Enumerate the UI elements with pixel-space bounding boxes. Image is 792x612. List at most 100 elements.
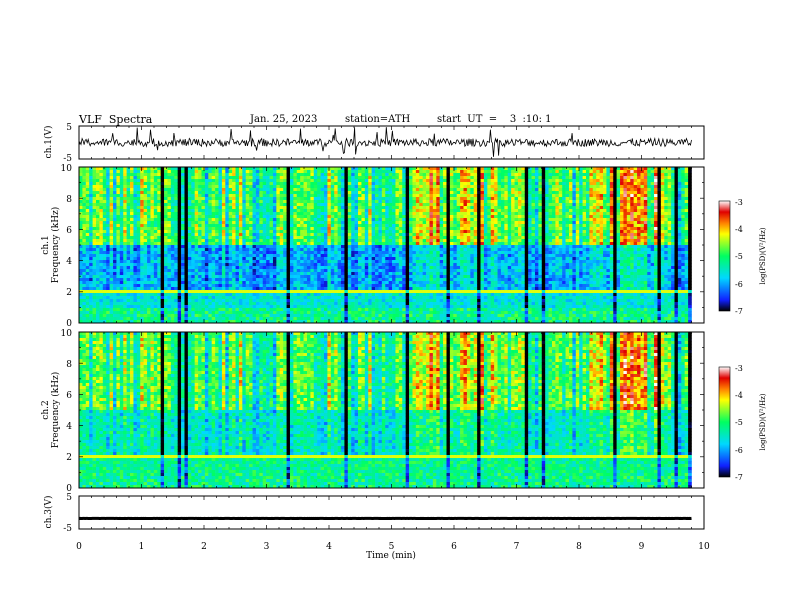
heatmap-cell xyxy=(92,209,97,213)
heatmap-cell xyxy=(140,299,144,303)
heatmap-cell xyxy=(354,314,359,318)
heatmap-cell xyxy=(150,236,155,240)
heatmap-cell xyxy=(375,236,379,240)
heatmap-cell xyxy=(113,233,117,237)
heatmap-cell xyxy=(289,194,294,198)
heatmap-cell xyxy=(109,173,114,177)
heatmap-cell xyxy=(344,284,349,288)
heatmap-cell xyxy=(211,293,216,297)
heatmap-cell xyxy=(204,314,209,318)
heatmap-cell xyxy=(92,290,97,294)
heatmap-cell xyxy=(102,260,107,264)
heatmap-cell xyxy=(82,194,87,198)
heatmap-cell xyxy=(140,296,144,300)
heatmap-cell xyxy=(215,296,219,300)
heatmap-cell xyxy=(361,182,366,186)
heatmap-cell xyxy=(208,200,213,204)
heatmap-cell xyxy=(361,278,366,282)
heatmap-cell xyxy=(317,200,321,204)
heatmap-cell xyxy=(368,173,372,177)
heatmap-cell xyxy=(140,170,144,174)
heatmap-cell xyxy=(191,179,195,183)
heatmap-cell xyxy=(235,227,240,231)
heatmap-cell xyxy=(147,170,151,174)
heatmap-cell xyxy=(306,314,311,318)
heatmap-cell xyxy=(106,305,110,309)
heatmap-cell xyxy=(392,254,396,258)
heatmap-cell xyxy=(191,278,195,282)
heatmap-cell xyxy=(191,251,195,255)
heatmap-cell xyxy=(306,260,311,264)
heatmap-cell xyxy=(358,311,362,315)
heatmap-cell xyxy=(402,236,406,240)
heatmap-cell xyxy=(109,251,114,255)
heatmap-cell xyxy=(300,293,304,297)
heatmap-cell xyxy=(269,290,274,294)
heatmap-cell xyxy=(225,209,230,213)
heatmap-cell xyxy=(211,305,216,309)
heatmap-cell xyxy=(378,314,383,318)
heatmap-cell xyxy=(272,197,277,201)
heatmap-cell xyxy=(375,296,379,300)
heatmap-cell xyxy=(109,224,114,228)
heatmap-cell xyxy=(330,293,335,297)
heatmap-cell xyxy=(232,284,236,288)
heatmap-cell xyxy=(361,224,366,228)
heatmap-cell xyxy=(293,215,298,219)
heatmap-cell xyxy=(96,221,100,225)
heatmap-cell xyxy=(109,248,114,252)
heatmap-cell xyxy=(361,299,366,303)
heatmap-cell xyxy=(99,212,104,216)
heatmap-cell xyxy=(221,278,226,282)
heatmap-cell xyxy=(123,200,127,204)
heatmap-cell xyxy=(184,266,189,270)
heatmap-cell xyxy=(109,281,114,285)
heatmap-cell xyxy=(177,173,182,177)
heatmap-cell xyxy=(310,278,315,282)
heatmap-cell xyxy=(208,242,213,246)
heatmap-cell xyxy=(157,173,161,177)
heatmap-cell xyxy=(320,302,325,306)
heatmap-cell xyxy=(130,248,134,252)
heatmap-cell xyxy=(306,233,311,237)
heatmap-cell xyxy=(140,197,144,201)
heatmap-cell xyxy=(143,194,148,198)
heatmap-cell xyxy=(344,308,349,312)
heatmap-cell xyxy=(279,221,284,225)
heatmap-cell xyxy=(317,173,321,177)
heatmap-cell xyxy=(191,167,195,171)
heatmap-cell xyxy=(170,206,175,210)
heatmap-cell xyxy=(82,266,87,270)
heatmap-cell xyxy=(147,296,151,300)
heatmap-cell xyxy=(198,236,202,240)
heatmap-cell xyxy=(259,206,264,210)
heatmap-cell xyxy=(378,191,383,195)
heatmap-cell xyxy=(303,224,308,228)
heatmap-cell xyxy=(361,266,366,270)
heatmap-cell xyxy=(181,185,185,189)
heatmap-cell xyxy=(306,185,311,189)
heatmap-cell xyxy=(272,320,277,324)
heatmap-cell xyxy=(215,254,219,258)
heatmap-cell xyxy=(249,296,253,300)
heatmap-cell xyxy=(252,302,257,306)
heatmap-cell xyxy=(242,242,247,246)
heatmap-cell xyxy=(259,236,264,240)
heatmap-cell xyxy=(313,302,318,306)
heatmap-cell xyxy=(89,296,93,300)
heatmap-cell xyxy=(242,296,247,300)
heatmap-cell xyxy=(337,266,342,270)
heatmap-cell xyxy=(392,227,396,231)
heatmap-cell xyxy=(119,254,124,258)
heatmap-cell xyxy=(228,188,233,192)
heatmap-cell xyxy=(378,167,383,171)
heatmap-cell xyxy=(225,170,230,174)
heatmap-cell xyxy=(167,311,172,315)
heatmap-cell xyxy=(211,194,216,198)
heatmap-cell xyxy=(140,263,144,267)
heatmap-cell xyxy=(289,284,294,288)
heatmap-cell xyxy=(211,179,216,183)
heatmap-cell xyxy=(232,194,236,198)
heatmap-cell xyxy=(218,287,223,291)
heatmap-cell xyxy=(245,233,250,237)
